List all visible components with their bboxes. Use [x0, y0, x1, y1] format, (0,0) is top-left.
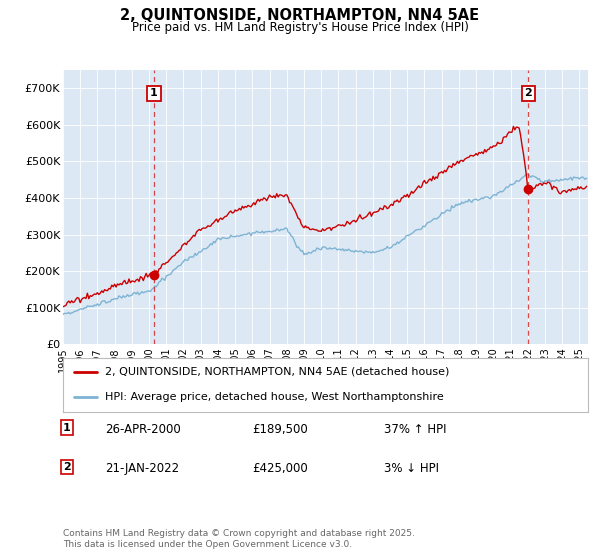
Text: 3% ↓ HPI: 3% ↓ HPI — [384, 462, 439, 475]
Text: 26-APR-2000: 26-APR-2000 — [105, 423, 181, 436]
Text: 2: 2 — [63, 462, 71, 472]
Text: HPI: Average price, detached house, West Northamptonshire: HPI: Average price, detached house, West… — [105, 391, 444, 402]
Text: 2, QUINTONSIDE, NORTHAMPTON, NN4 5AE (detached house): 2, QUINTONSIDE, NORTHAMPTON, NN4 5AE (de… — [105, 367, 449, 377]
Text: Contains HM Land Registry data © Crown copyright and database right 2025.
This d: Contains HM Land Registry data © Crown c… — [63, 529, 415, 549]
Text: 37% ↑ HPI: 37% ↑ HPI — [384, 423, 446, 436]
Text: 1: 1 — [63, 423, 71, 433]
Text: 1: 1 — [150, 88, 158, 99]
Text: £189,500: £189,500 — [252, 423, 308, 436]
Text: 2: 2 — [524, 88, 532, 99]
Text: Price paid vs. HM Land Registry's House Price Index (HPI): Price paid vs. HM Land Registry's House … — [131, 21, 469, 34]
Text: £425,000: £425,000 — [252, 462, 308, 475]
Text: 21-JAN-2022: 21-JAN-2022 — [105, 462, 179, 475]
Text: 2, QUINTONSIDE, NORTHAMPTON, NN4 5AE: 2, QUINTONSIDE, NORTHAMPTON, NN4 5AE — [121, 8, 479, 24]
